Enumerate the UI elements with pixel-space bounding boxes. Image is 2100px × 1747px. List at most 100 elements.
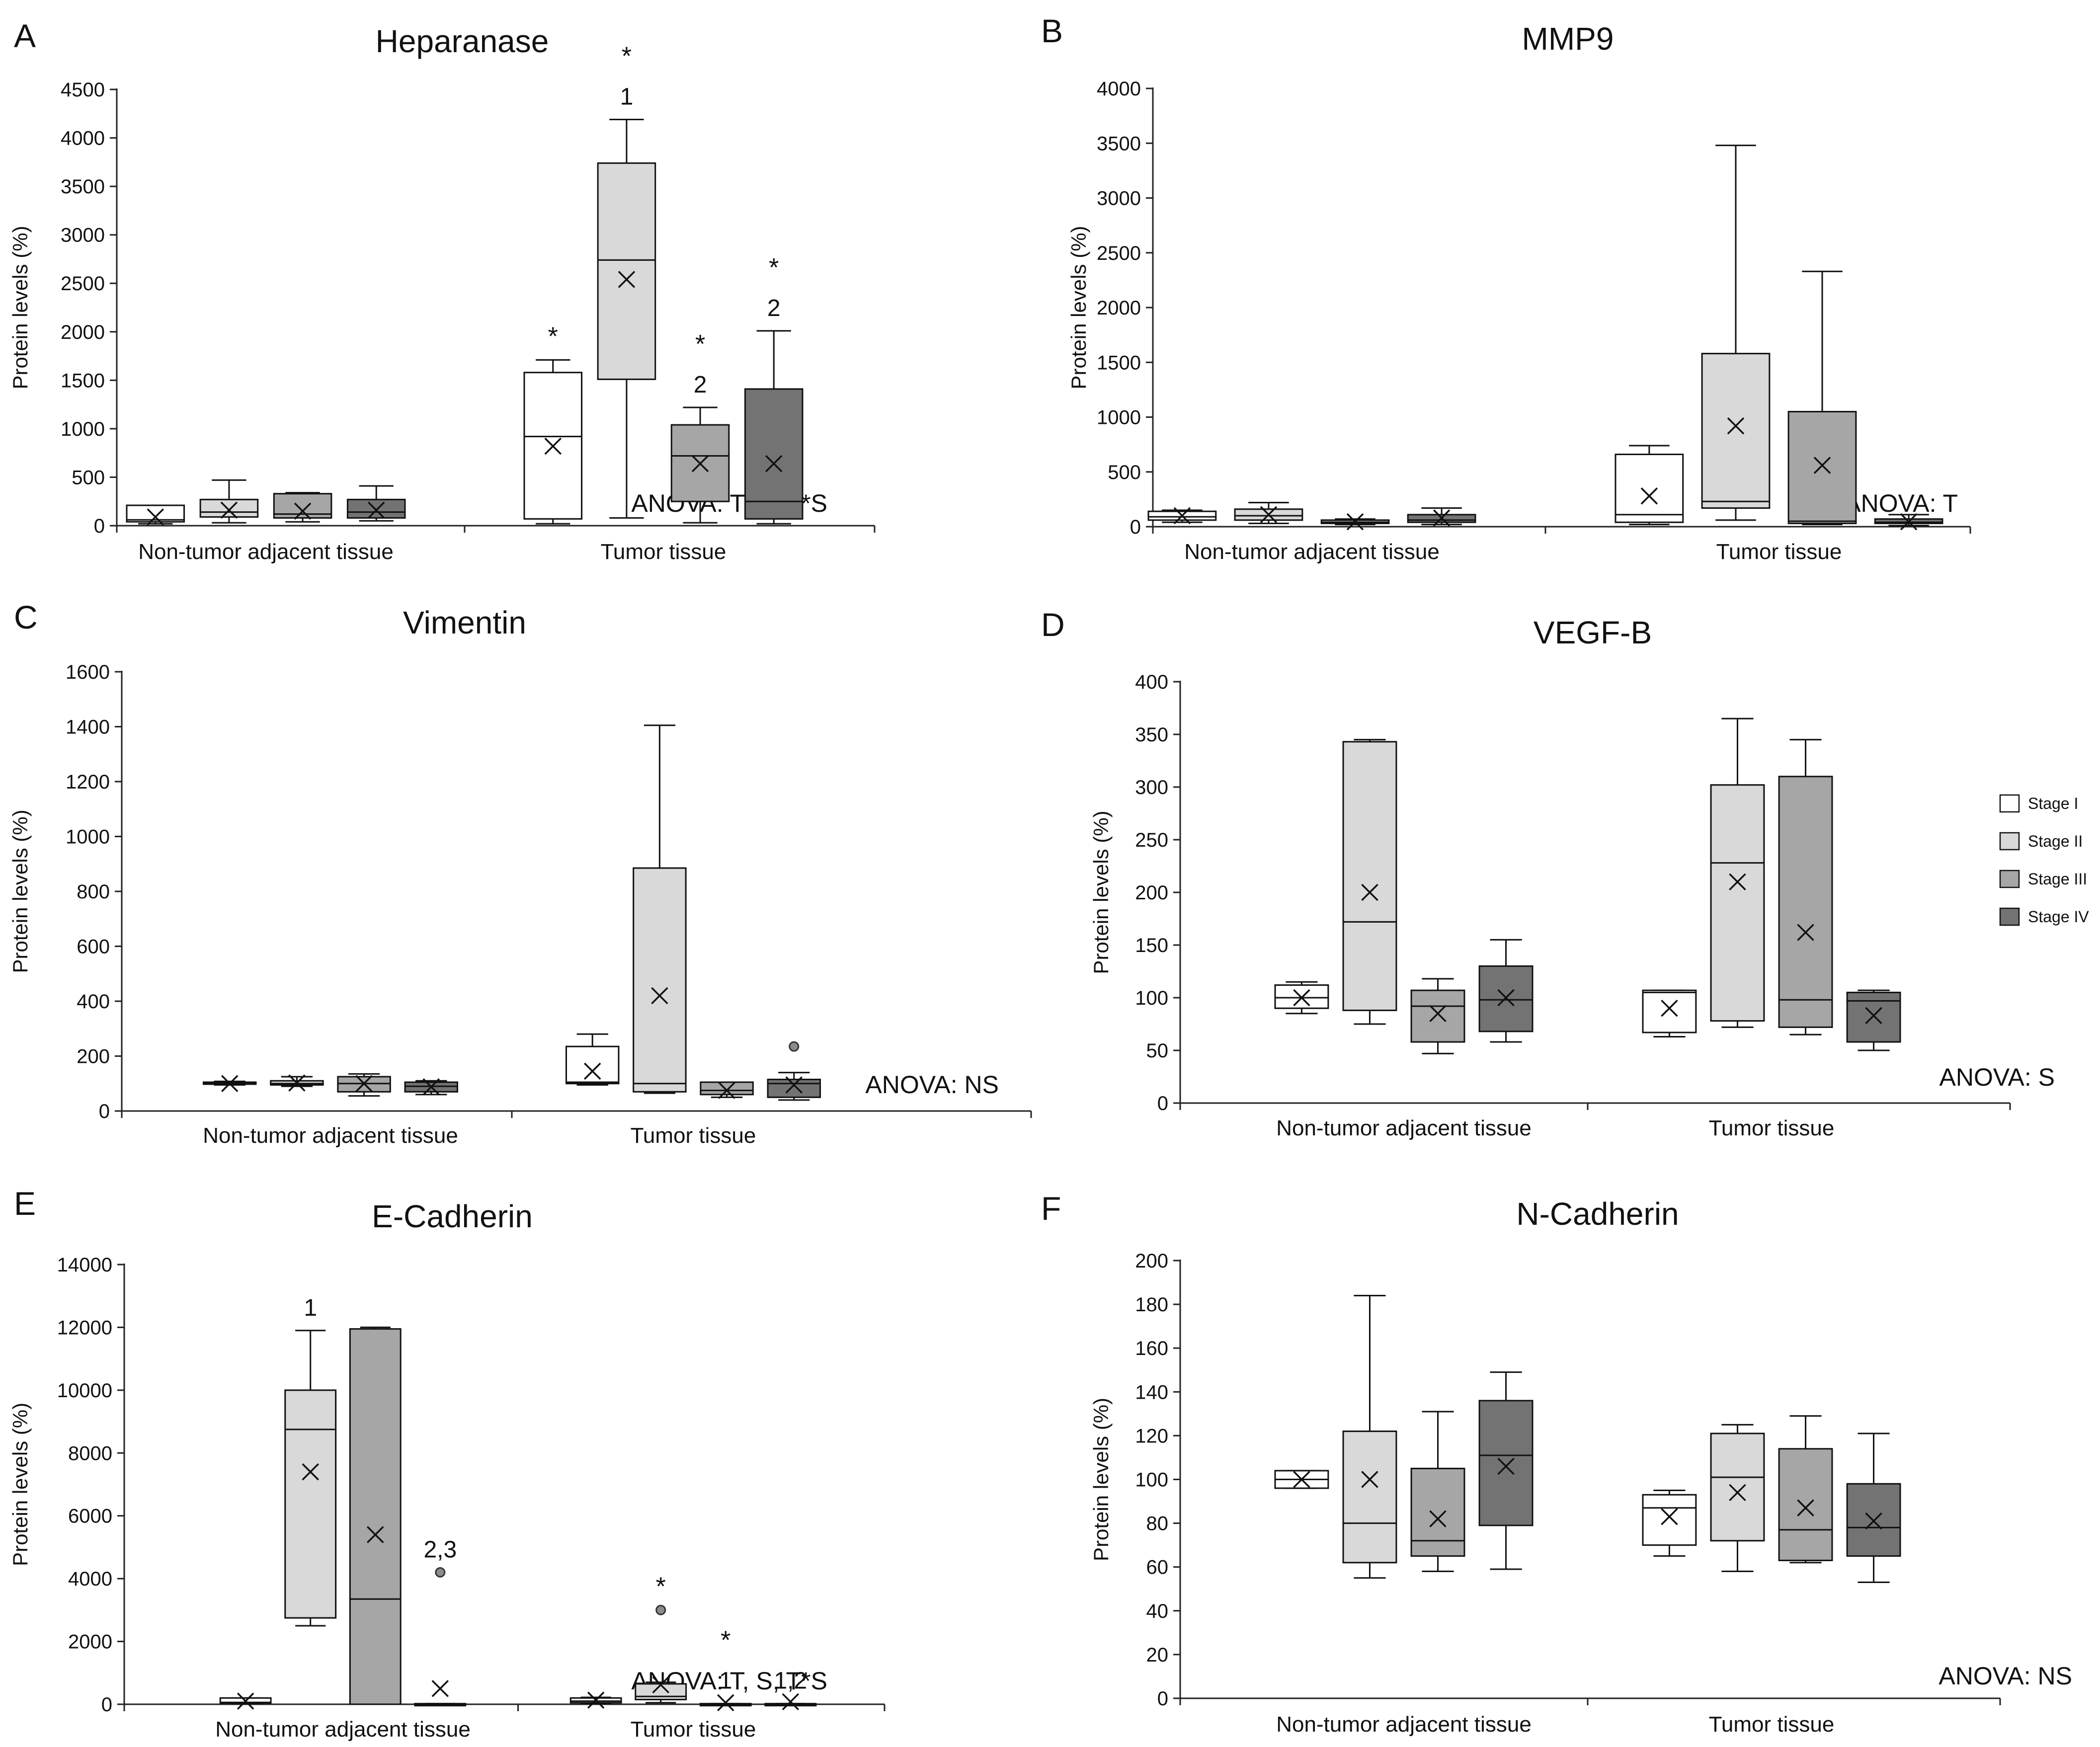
y-tick-label: 1000 — [61, 418, 105, 440]
group-annotation: 2 — [767, 295, 781, 321]
iqr-box — [1710, 784, 1765, 1022]
group-annotation: 1 — [304, 1295, 317, 1321]
box-plot — [1342, 1294, 1397, 1579]
iqr-box — [635, 1683, 687, 1701]
mean-marker — [1433, 509, 1451, 527]
panel-letter: B — [1041, 12, 1063, 49]
y-tick-label: 60 — [1146, 1557, 1169, 1579]
mean-marker — [785, 1076, 803, 1094]
panel-title: MMP9 — [1522, 21, 1614, 57]
legend-swatch — [1999, 870, 2020, 888]
mean-marker — [1361, 883, 1378, 901]
group-annotation: 1 — [719, 1668, 732, 1694]
significance-star: * — [769, 253, 779, 282]
legend-label: Stage I — [2028, 794, 2078, 812]
iqr-box — [1701, 353, 1771, 509]
y-tick-label: 160 — [1135, 1338, 1168, 1359]
iqr-box — [1846, 991, 1901, 1043]
y-axis-label: Protein levels (%) — [1067, 226, 1090, 389]
mean-marker — [1813, 457, 1831, 474]
mean-marker — [367, 1526, 384, 1543]
box-plot — [273, 492, 332, 523]
anova-label: ANOVA: NS — [865, 1071, 999, 1099]
mean-marker — [422, 1078, 440, 1096]
y-tick-label: 4000 — [61, 128, 105, 150]
group-annotation: 2 — [694, 372, 707, 398]
category-label: Non-tumor adjacent tissue — [138, 540, 394, 564]
box-plot — [1642, 1490, 1697, 1557]
y-tick-label: 4500 — [61, 79, 105, 101]
anova-label: ANOVA: S — [1939, 1063, 2055, 1091]
mean-marker — [618, 271, 636, 288]
box-plot: 1 — [284, 1295, 337, 1627]
y-tick-label: 0 — [1157, 1688, 1168, 1710]
y-tick-label: 0 — [99, 1101, 110, 1122]
iqr-box — [284, 1389, 337, 1619]
legend-swatch — [1999, 832, 2020, 851]
mean-marker — [288, 1074, 306, 1092]
panel-c: C Vimentin 0 200 400 600 800 1000 1200 1400 1600 Pr… — [8, 599, 1032, 1148]
y-tick-label: 600 — [77, 936, 110, 958]
mean-marker — [1797, 1499, 1814, 1516]
mean-marker — [355, 1075, 373, 1092]
box-plot — [1874, 513, 1943, 531]
box-plot — [1274, 1470, 1329, 1489]
box-plot — [1342, 739, 1397, 1025]
y-tick-label: 180 — [1135, 1294, 1168, 1316]
mean-marker — [1727, 417, 1745, 435]
box-plot — [633, 724, 687, 1094]
legend: Stage I Stage II Stage III Stage IV — [1999, 794, 2089, 926]
box-plot — [346, 485, 406, 522]
mean-marker — [1729, 1484, 1746, 1502]
category-label: Tumor tissue — [601, 540, 727, 564]
y-tick-label: 4000 — [68, 1568, 112, 1590]
mean-marker — [1173, 507, 1191, 525]
y-tick-label: 10000 — [57, 1380, 112, 1402]
category-label: Tumor tissue — [1709, 1712, 1835, 1737]
mean-marker — [1260, 506, 1278, 523]
iqr-box — [1778, 1448, 1833, 1561]
panel-letter: E — [14, 1185, 36, 1222]
y-tick-label: 250 — [1135, 829, 1168, 851]
mean-marker — [587, 1691, 605, 1709]
outlier-point — [789, 1041, 800, 1052]
y-tick-label: 1200 — [66, 771, 110, 793]
y-axis-label: Protein levels (%) — [1089, 1398, 1113, 1561]
iqr-box — [1342, 741, 1397, 1011]
mean-marker — [237, 1692, 254, 1710]
iqr-box — [1342, 1430, 1397, 1564]
y-tick-label: 300 — [1135, 777, 1168, 798]
iqr-box — [1642, 1494, 1697, 1546]
y-tick-label: 80 — [1146, 1513, 1169, 1535]
box-plot — [1787, 270, 1857, 526]
y-tick-label: 400 — [77, 991, 110, 1013]
mean-marker — [302, 1463, 319, 1481]
box-plot — [1701, 145, 1771, 521]
box-plot — [270, 1074, 324, 1092]
iqr-box — [1787, 410, 1857, 524]
y-tick-label: 6000 — [68, 1506, 112, 1527]
y-tick-label: 20 — [1146, 1644, 1169, 1666]
y-tick-label: 0 — [1157, 1093, 1168, 1114]
box-plot — [1410, 1411, 1465, 1573]
panel-letter: A — [14, 17, 36, 54]
group-annotation: 1 — [620, 83, 634, 110]
y-tick-label: 1000 — [1097, 407, 1141, 429]
category-label: Non-tumor adjacent tissue — [1276, 1712, 1532, 1737]
iqr-box — [199, 498, 259, 518]
panel-d: D VEGF-B 0 50 100 150 200 250 300 350 400 Protein l… — [1041, 606, 2089, 1140]
box-plot: 2* — [670, 330, 730, 524]
box-plot — [1478, 1371, 1534, 1570]
y-tick-label: 200 — [77, 1046, 110, 1068]
mean-marker — [1865, 1007, 1882, 1025]
category-label: Tumor tissue — [1709, 1116, 1835, 1140]
category-label: Tumor tissue — [631, 1717, 756, 1742]
mean-marker — [1346, 513, 1364, 531]
mean-marker — [1797, 924, 1814, 941]
mean-marker — [1729, 873, 1746, 891]
y-tick-label: 4000 — [1097, 78, 1141, 100]
box-plot — [203, 1075, 257, 1092]
box-plot — [1846, 989, 1901, 1051]
box-plot — [1407, 507, 1476, 527]
iqr-box — [744, 388, 804, 520]
